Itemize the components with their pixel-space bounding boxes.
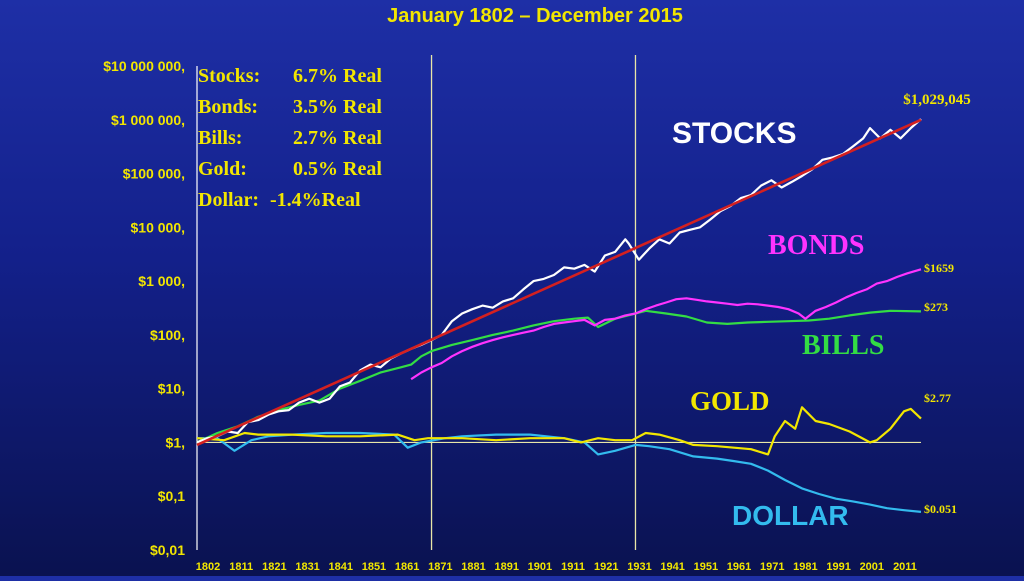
x-tick-label: 1861 bbox=[395, 561, 419, 573]
return-label: Gold: bbox=[198, 158, 247, 180]
series-labels: $1,029,045 $1659 $273 $2.77 $0.051 STOCKS BOND… bbox=[672, 92, 971, 531]
bills-end-value-label: $273 bbox=[924, 300, 948, 314]
stocks-series-label: STOCKS bbox=[672, 117, 796, 150]
x-tick-label: 1971 bbox=[760, 561, 784, 573]
bills-series-line bbox=[196, 309, 922, 444]
bonds-series-line bbox=[410, 268, 922, 381]
x-tick-label: 1821 bbox=[262, 561, 286, 573]
y-tick-label: $1, bbox=[166, 434, 185, 450]
axes: $10 000 000, $1 000 000, $100 000, $10 000,… bbox=[103, 55, 921, 573]
return-value: 0.5% Real bbox=[293, 158, 382, 180]
x-tick-label: 1951 bbox=[694, 561, 718, 573]
x-tick-label: 1891 bbox=[494, 561, 518, 573]
y-tick-label: $100, bbox=[150, 327, 185, 343]
return-value: 2.7% Real bbox=[293, 127, 382, 149]
x-tick-label: 1831 bbox=[295, 561, 319, 573]
stocks-end-value-label: $1,029,045 bbox=[903, 92, 971, 108]
gold-end-value-label: $2.77 bbox=[924, 391, 951, 405]
bonds-series-label: BONDS bbox=[768, 230, 864, 261]
x-tick-label: 2001 bbox=[860, 561, 884, 573]
gold-series-line bbox=[196, 406, 922, 456]
y-tick-label: $1 000 000, bbox=[111, 112, 185, 128]
x-tick-label: 1931 bbox=[627, 561, 651, 573]
y-tick-label: $10 000 000, bbox=[103, 58, 185, 74]
return-label: Bills: bbox=[198, 127, 242, 149]
return-label: Dollar: bbox=[198, 189, 259, 211]
return-value: 3.5% Real bbox=[293, 96, 382, 118]
x-tick-label: 1802 bbox=[196, 561, 220, 573]
gold-series-label: GOLD bbox=[690, 386, 770, 416]
returns-box: Stocks: 6.7% Real Bonds: 3.5% Real Bills: 2.7… bbox=[198, 65, 382, 211]
x-tick-label: 1871 bbox=[428, 561, 452, 573]
x-tick-label: 1811 bbox=[229, 561, 253, 573]
return-label: Stocks: bbox=[198, 65, 260, 87]
x-tick-label: 1851 bbox=[362, 561, 386, 573]
x-tick-label: 1841 bbox=[329, 561, 353, 573]
dollar-series-label: DOLLAR bbox=[732, 500, 849, 531]
bills-series-label: BILLS bbox=[802, 330, 885, 361]
x-tick-label: 1881 bbox=[461, 561, 485, 573]
x-tick-label: 1941 bbox=[660, 561, 684, 573]
return-label: Bonds: bbox=[198, 96, 258, 118]
y-tick-label: $1 000, bbox=[138, 273, 185, 289]
y-tick-label: $10, bbox=[158, 381, 185, 397]
stocks-series-line bbox=[196, 118, 922, 444]
dollar-end-value-label: $0.051 bbox=[924, 502, 957, 516]
x-tick-label: 1921 bbox=[594, 561, 618, 573]
x-tick-label: 1961 bbox=[727, 561, 751, 573]
y-tick-label: $0,1 bbox=[158, 488, 185, 504]
return-value: -1.4%Real bbox=[270, 189, 361, 211]
chart-title: January 1802 – December 2015 bbox=[387, 5, 683, 27]
series-lines bbox=[196, 118, 922, 513]
trend-series-line bbox=[196, 118, 922, 447]
x-tick-label: 2011 bbox=[893, 561, 917, 573]
x-tick-label: 1911 bbox=[561, 561, 585, 573]
y-tick-label: $10 000, bbox=[131, 219, 186, 235]
dollar-series-line bbox=[197, 431, 922, 513]
x-tick-label: 1991 bbox=[826, 561, 850, 573]
return-value: 6.7% Real bbox=[293, 65, 382, 87]
x-tick-label: 1981 bbox=[793, 561, 817, 573]
y-tick-label: $0,01 bbox=[150, 542, 185, 558]
y-tick-label: $100 000, bbox=[123, 166, 185, 182]
x-tick-label: 1901 bbox=[528, 561, 552, 573]
bonds-end-value-label: $1659 bbox=[924, 261, 954, 275]
